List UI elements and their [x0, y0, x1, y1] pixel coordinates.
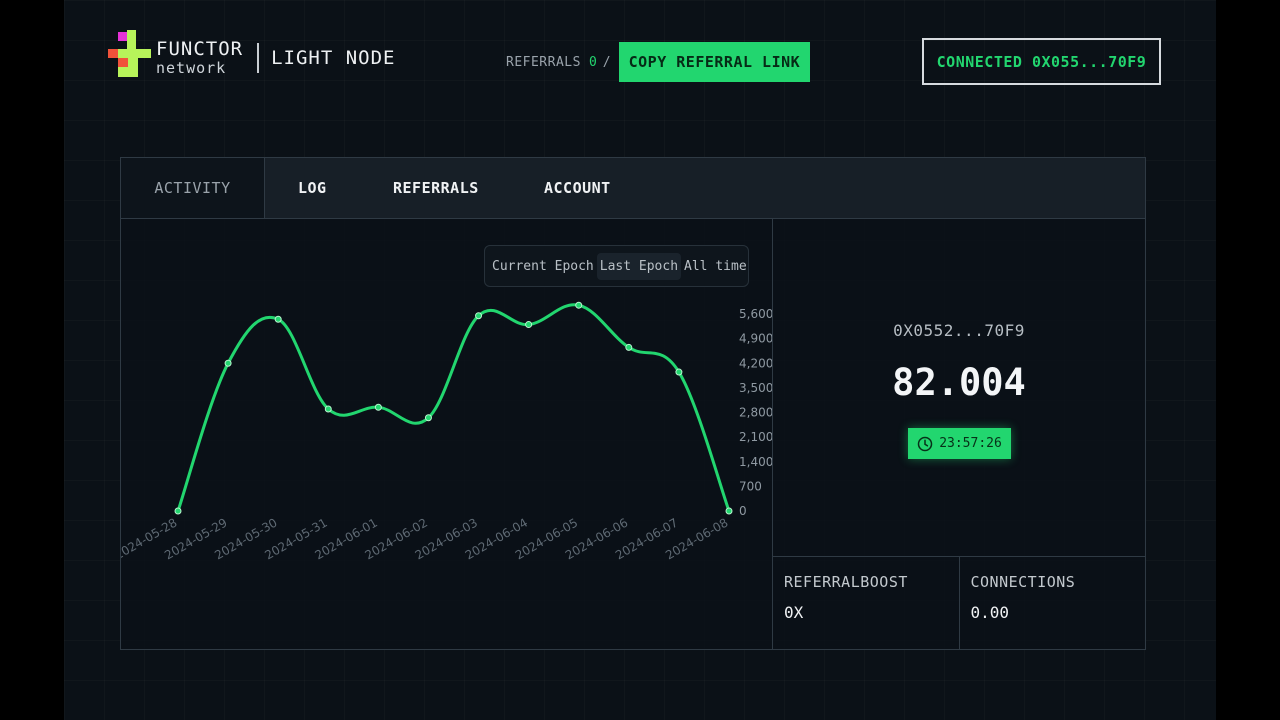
- logo[interactable]: FUNCTOR network LIGHT NODE: [108, 30, 395, 86]
- y-tick-label: 4,900: [739, 332, 772, 346]
- data-point[interactable]: [224, 359, 232, 367]
- data-point[interactable]: [274, 315, 282, 323]
- points-summary: 0X0552...70F9 82.004 23:57:26: [773, 219, 1145, 557]
- y-tick-label: 5,600: [739, 307, 772, 321]
- clock-icon: [917, 436, 933, 451]
- wallet-address: 0X0552...70F9: [893, 321, 1025, 340]
- tab-log[interactable]: LOG: [298, 179, 327, 197]
- data-point[interactable]: [374, 403, 382, 411]
- referrals-count: 0: [588, 54, 597, 70]
- connections-value: 0.00: [970, 603, 1010, 622]
- data-point[interactable]: [174, 507, 182, 515]
- stats-panel: 0X0552...70F9 82.004 23:57:26 REFERRALBO…: [772, 219, 1145, 650]
- epoch-option-all[interactable]: All time: [681, 253, 750, 280]
- main-panel: ACTIVITY LOG REFERRALS ACCOUNT 0 700 1,400…: [120, 157, 1146, 650]
- points-value: 82.004: [892, 361, 1026, 404]
- data-point[interactable]: [625, 343, 633, 351]
- y-tick-label: 0: [739, 504, 747, 518]
- referrals-label: REFERRALS: [506, 54, 581, 70]
- logo-divider: [257, 43, 260, 73]
- app-window: FUNCTOR network LIGHT NODE REFERRALS 0 /…: [64, 0, 1216, 720]
- y-tick-label: 2,800: [739, 406, 772, 420]
- stats-grid: REFERRALBOOST 0X CONNECTIONS 0.00: [773, 557, 1145, 649]
- referral-boost-cell: REFERRALBOOST 0X: [773, 557, 959, 649]
- activity-chart-svg: 07001,4002,1002,8003,5004,2004,9005,600 …: [121, 301, 772, 562]
- series-line: [176, 303, 731, 513]
- epoch-toggle: Current Epoch Last Epoch All time: [484, 245, 749, 287]
- epoch-timer: 23:57:26: [939, 436, 1002, 451]
- tab-account[interactable]: ACCOUNT: [544, 179, 611, 197]
- connected-wallet-button[interactable]: CONNECTED 0X055...70F9: [922, 38, 1161, 85]
- y-tick-label: 1,400: [739, 455, 772, 469]
- y-tick-label: 3,500: [739, 381, 772, 395]
- copy-referral-link-button[interactable]: COPY REFERRAL LINK: [618, 42, 811, 82]
- data-point[interactable]: [575, 301, 583, 309]
- epoch-option-last[interactable]: Last Epoch: [596, 252, 682, 280]
- referrals-separator: /: [602, 54, 611, 70]
- tab-bar: ACTIVITY LOG REFERRALS ACCOUNT: [121, 158, 1145, 219]
- epoch-option-current[interactable]: Current Epoch: [489, 253, 597, 280]
- data-point[interactable]: [324, 405, 332, 413]
- brand-sub: network: [156, 59, 227, 77]
- data-point[interactable]: [525, 321, 533, 329]
- connections-label: CONNECTIONS: [970, 573, 1076, 591]
- data-point[interactable]: [475, 312, 483, 320]
- data-point[interactable]: [424, 414, 432, 422]
- activity-chart: 0 700 1,400 2,100 2,800 3,500 4,200 4,900 5,600 …: [121, 219, 772, 650]
- epoch-timer-badge: 23:57:26: [908, 428, 1011, 459]
- tab-referrals[interactable]: REFERRALS: [393, 179, 479, 197]
- brand-name: FUNCTOR: [156, 38, 244, 60]
- referral-boost-value: 0X: [784, 603, 804, 622]
- referral-boost-label: REFERRALBOOST: [784, 573, 908, 591]
- product-name: LIGHT NODE: [271, 47, 396, 69]
- data-point[interactable]: [675, 368, 683, 376]
- data-point[interactable]: [725, 507, 733, 515]
- connections-cell: CONNECTIONS 0.00: [958, 557, 1146, 649]
- referrals-bar: REFERRALS 0 / COPY REFERRAL LINK: [506, 42, 811, 82]
- y-tick-label: 2,100: [739, 430, 772, 444]
- functor-logo-icon: [108, 30, 152, 86]
- tab-activity[interactable]: ACTIVITY: [121, 158, 265, 218]
- y-tick-label: 4,200: [739, 356, 772, 370]
- y-tick-label: 700: [739, 479, 762, 493]
